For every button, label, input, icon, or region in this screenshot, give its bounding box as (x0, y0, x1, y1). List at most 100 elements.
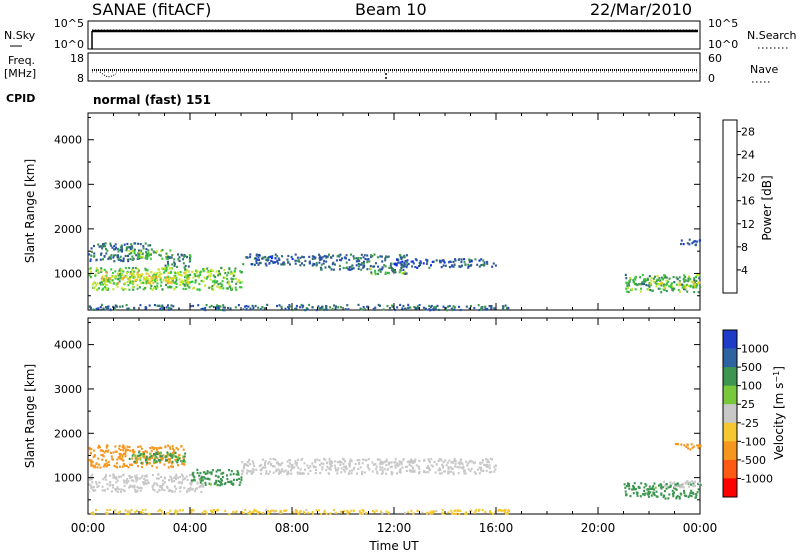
power-cell (289, 305, 292, 308)
power-cell (113, 245, 116, 248)
power-cell (156, 304, 159, 307)
velocity-cell (176, 510, 179, 513)
velocity-cell (126, 480, 129, 483)
power-cell (630, 288, 633, 291)
velocity-cell (161, 457, 164, 460)
power-cell (326, 255, 329, 258)
velocity-cell (479, 461, 482, 465)
power-cell (321, 305, 324, 308)
freq-label: Freq. (8, 54, 35, 67)
power-cell (121, 250, 123, 253)
power-cell (144, 278, 147, 281)
velocity-cell (410, 509, 413, 512)
velocity-cell (361, 473, 363, 476)
power-cell (105, 277, 108, 280)
power-cell (206, 276, 209, 279)
velocity-cell (97, 446, 100, 449)
velocity-cell (664, 497, 667, 500)
velocity-cell (480, 467, 483, 470)
power-cell (100, 303, 103, 306)
power-cell (237, 304, 240, 307)
power-cell (697, 274, 700, 277)
velocity-cell (144, 475, 147, 478)
power-cell (250, 263, 253, 266)
power-cell (231, 287, 233, 290)
power-cell (274, 253, 277, 256)
power-cell (167, 304, 169, 307)
velocity-cell (448, 471, 450, 474)
power-cell (104, 288, 107, 291)
power-cell (328, 253, 330, 256)
velocity-cell (505, 512, 507, 515)
velocity-cell (487, 460, 490, 464)
power-cell (93, 286, 95, 289)
power-cell (129, 257, 132, 261)
velocity-cell (190, 508, 193, 511)
power-cell (184, 274, 187, 277)
power-cell (384, 257, 387, 260)
power-cell (110, 257, 112, 260)
power-cell (131, 247, 134, 250)
velocity-cell (179, 475, 182, 479)
velocity-cell (648, 485, 651, 488)
velocity-cell (269, 457, 272, 461)
power-cell (97, 270, 99, 273)
velocity-cell (666, 484, 669, 488)
velocity-cell (323, 509, 326, 512)
velocity-cell (381, 471, 384, 474)
power-cell (103, 255, 106, 258)
velocity-cell (186, 490, 189, 493)
power-cell (202, 280, 205, 283)
power-cell (147, 251, 150, 254)
velocity-cell (327, 467, 330, 470)
power-cell (171, 280, 174, 283)
power-cell (363, 254, 366, 257)
power-cell (339, 253, 342, 256)
velocity-cell (163, 463, 166, 466)
velocity-cell (410, 459, 413, 462)
power-cell (184, 287, 187, 290)
velocity-cell (101, 485, 104, 488)
velocity-cell (272, 465, 274, 468)
power-cell (374, 273, 377, 276)
power-cell (655, 280, 658, 283)
power-cell (146, 253, 148, 256)
power-cell (118, 258, 121, 261)
velocity-cell (692, 445, 695, 448)
velocity-cell (128, 510, 131, 514)
power-cell (320, 268, 322, 271)
power-cell (203, 276, 206, 279)
velocity-cell (644, 483, 647, 486)
power-cell (105, 274, 108, 277)
velocity-cell (169, 452, 172, 455)
power-cell (176, 265, 179, 268)
velocity-cell (215, 479, 218, 482)
power-cell (234, 286, 237, 289)
power-cell (390, 266, 393, 270)
velocity-cell (210, 472, 213, 476)
power-cell (470, 260, 473, 263)
velocity-cell (431, 512, 434, 515)
velocity-cell (187, 487, 190, 490)
velocity-cell (255, 468, 258, 471)
power-cell (177, 258, 180, 261)
velocity-cell (651, 486, 654, 489)
power-cell (315, 264, 318, 267)
power-cell (138, 257, 141, 260)
power-cell (138, 251, 141, 254)
power-cell (264, 255, 267, 259)
power-cell (641, 281, 644, 284)
velocity-cell (452, 461, 455, 464)
power-cell (634, 282, 636, 286)
power-cell (480, 264, 483, 267)
velocity-cell (133, 450, 136, 453)
velocity-cell (169, 488, 172, 492)
velocity-cell (188, 489, 191, 492)
power-cell (332, 268, 335, 271)
velocity-cell (628, 487, 631, 490)
velocity-cell (489, 511, 492, 514)
velocity-cell (330, 464, 333, 467)
velocity-cell (273, 510, 276, 513)
power-cell (123, 276, 125, 279)
